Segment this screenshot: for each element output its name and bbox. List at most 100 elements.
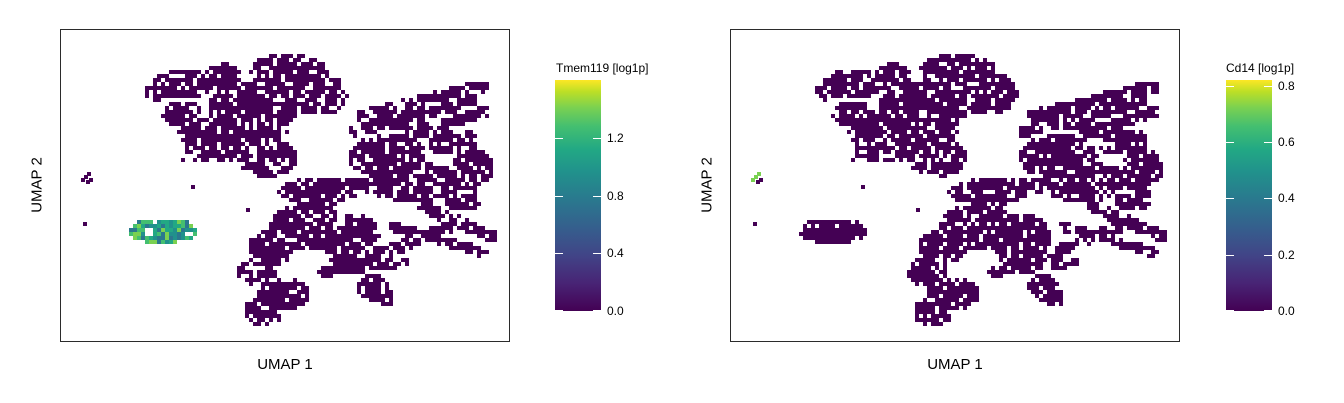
data-point — [891, 98, 895, 102]
data-point — [457, 150, 461, 154]
data-point — [1063, 186, 1067, 190]
data-point — [249, 250, 253, 254]
data-point — [1055, 134, 1059, 138]
data-point — [951, 102, 955, 106]
data-point — [959, 230, 963, 234]
data-point — [293, 210, 297, 214]
data-point — [1111, 166, 1115, 170]
data-point — [309, 90, 313, 94]
data-point — [947, 82, 951, 86]
data-point — [1115, 198, 1119, 202]
data-point — [429, 198, 433, 202]
data-point — [967, 214, 971, 218]
data-point — [329, 210, 333, 214]
data-point — [269, 226, 273, 230]
data-point — [453, 158, 457, 162]
data-point — [253, 82, 257, 86]
data-point — [1107, 178, 1111, 182]
data-point — [883, 118, 887, 122]
data-point — [987, 238, 991, 242]
data-point — [995, 214, 999, 218]
data-point — [911, 266, 915, 270]
data-point — [149, 224, 153, 228]
data-point — [1099, 102, 1103, 106]
data-point — [1099, 146, 1103, 150]
data-point — [1051, 118, 1055, 122]
data-point — [1071, 190, 1075, 194]
data-point — [273, 174, 277, 178]
data-point — [1139, 98, 1143, 102]
data-point — [417, 114, 421, 118]
data-point — [843, 90, 847, 94]
data-point — [225, 98, 229, 102]
data-point — [1031, 118, 1035, 122]
data-point — [951, 114, 955, 118]
data-point — [309, 206, 313, 210]
data-point — [433, 170, 437, 174]
data-point — [325, 194, 329, 198]
data-point — [899, 134, 903, 138]
data-point — [237, 98, 241, 102]
data-point — [273, 94, 277, 98]
data-point — [429, 138, 433, 142]
data-point — [1075, 158, 1079, 162]
data-point — [1139, 138, 1143, 142]
data-point — [417, 134, 421, 138]
data-point — [1131, 174, 1135, 178]
data-point — [1063, 158, 1067, 162]
data-point — [277, 250, 281, 254]
colorbar-tick-label: 0.4 — [607, 246, 624, 261]
data-point — [871, 146, 875, 150]
data-point — [827, 228, 831, 232]
data-point — [1107, 194, 1111, 198]
data-point — [361, 262, 365, 266]
data-point — [1107, 102, 1111, 106]
data-point — [995, 178, 999, 182]
data-point — [297, 302, 301, 306]
data-point — [289, 298, 293, 302]
data-point — [915, 318, 919, 322]
data-point — [389, 114, 393, 118]
data-point — [265, 250, 269, 254]
data-point — [975, 90, 979, 94]
data-point — [341, 194, 345, 198]
data-point — [919, 302, 923, 306]
data-point — [201, 142, 205, 146]
data-point — [939, 106, 943, 110]
data-point — [1143, 206, 1147, 210]
data-point — [1151, 170, 1155, 174]
data-point — [847, 90, 851, 94]
data-point — [189, 224, 193, 228]
data-point — [233, 82, 237, 86]
data-point — [979, 246, 983, 250]
data-point — [209, 150, 213, 154]
data-point — [887, 146, 891, 150]
data-point — [1075, 258, 1079, 262]
data-point — [979, 62, 983, 66]
data-point — [169, 102, 173, 106]
data-point — [1079, 166, 1083, 170]
data-point — [951, 94, 955, 98]
data-point — [1019, 262, 1023, 266]
data-point — [257, 314, 261, 318]
data-point — [1083, 238, 1087, 242]
data-point — [935, 122, 939, 126]
data-point — [1079, 126, 1083, 130]
data-point — [153, 90, 157, 94]
data-point — [445, 102, 449, 106]
data-point — [1139, 174, 1143, 178]
data-point — [293, 298, 297, 302]
data-point — [433, 226, 437, 230]
data-point — [401, 122, 405, 126]
data-point — [393, 170, 397, 174]
data-point — [983, 226, 987, 230]
data-point — [955, 162, 959, 166]
data-point — [441, 90, 445, 94]
data-point — [1087, 106, 1091, 110]
data-point — [1147, 202, 1151, 206]
data-point — [309, 110, 313, 114]
data-point — [1119, 102, 1123, 106]
data-point — [971, 86, 975, 90]
data-point — [1111, 98, 1115, 102]
data-point — [995, 98, 999, 102]
